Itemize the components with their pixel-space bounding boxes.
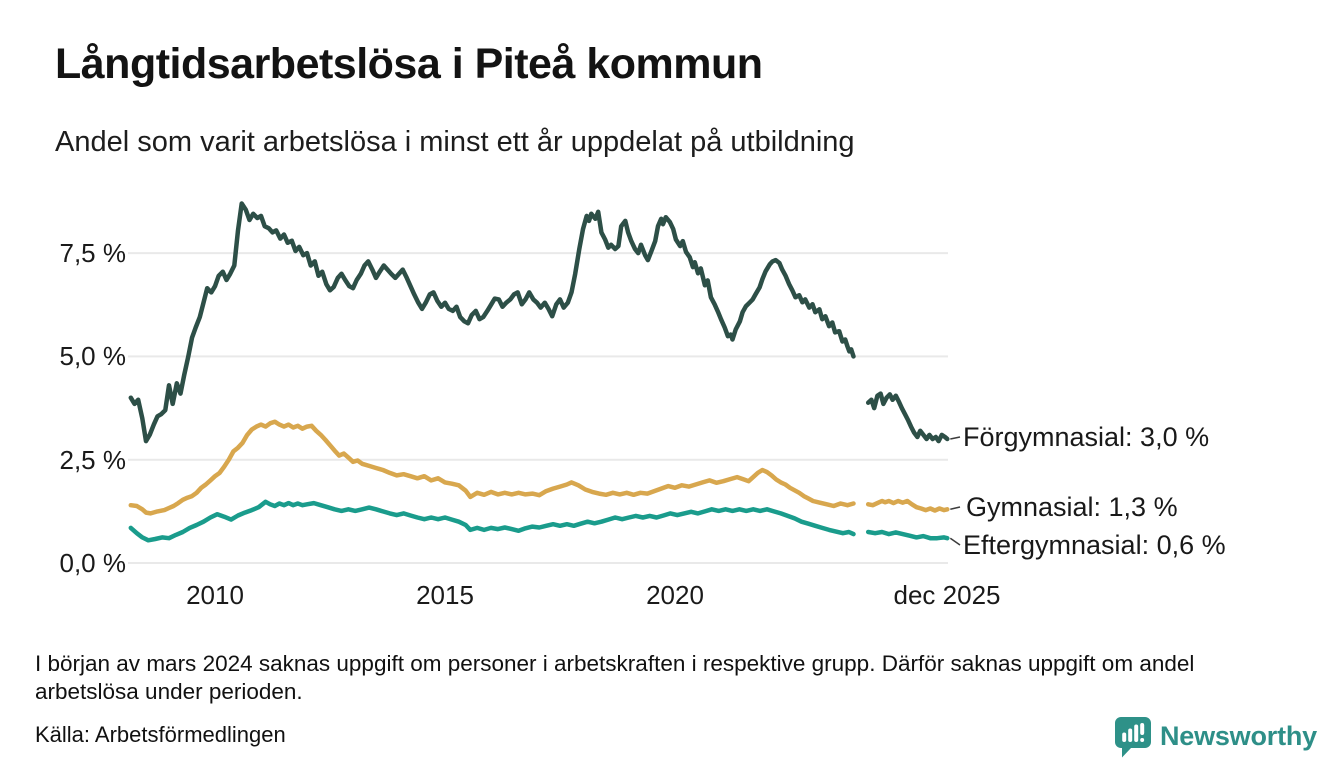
y-tick-0-0: 0,0 % — [59, 548, 127, 578]
chart-subtitle: Andel som varit arbetslösa i minst ett å… — [55, 126, 855, 158]
y-tick-5-0: 5,0 % — [59, 341, 127, 371]
y-tick-7-5: 7,5 % — [59, 238, 127, 268]
x-tick-dec-2025: dec 2025 — [893, 580, 1001, 610]
newsworthy-icon — [1114, 717, 1151, 758]
x-tick-2010: 2010 — [186, 580, 244, 610]
newsworthy-logo: Newsworthy — [1114, 716, 1317, 758]
source-line: Källa: Arbetsförmedlingen — [35, 722, 286, 747]
newsworthy-wordmark: Newsworthy — [1159, 721, 1317, 751]
footnote: I början av mars 2024 saknas uppgift om … — [35, 651, 1195, 704]
x-tick-2020: 2020 — [646, 580, 704, 610]
series-label-forgymnasial: Förgymnasial: 3,0 % — [963, 422, 1210, 452]
x-tick-2015: 2015 — [416, 580, 474, 610]
series-label-eftergymnasial: Eftergymnasial: 0,6 % — [963, 530, 1226, 560]
chart-title: Långtidsarbetslösa i Piteå kommun — [55, 40, 763, 88]
y-tick-2-5: 2,5 % — [59, 445, 127, 475]
series-label-gymnasial: Gymnasial: 1,3 % — [966, 492, 1178, 522]
